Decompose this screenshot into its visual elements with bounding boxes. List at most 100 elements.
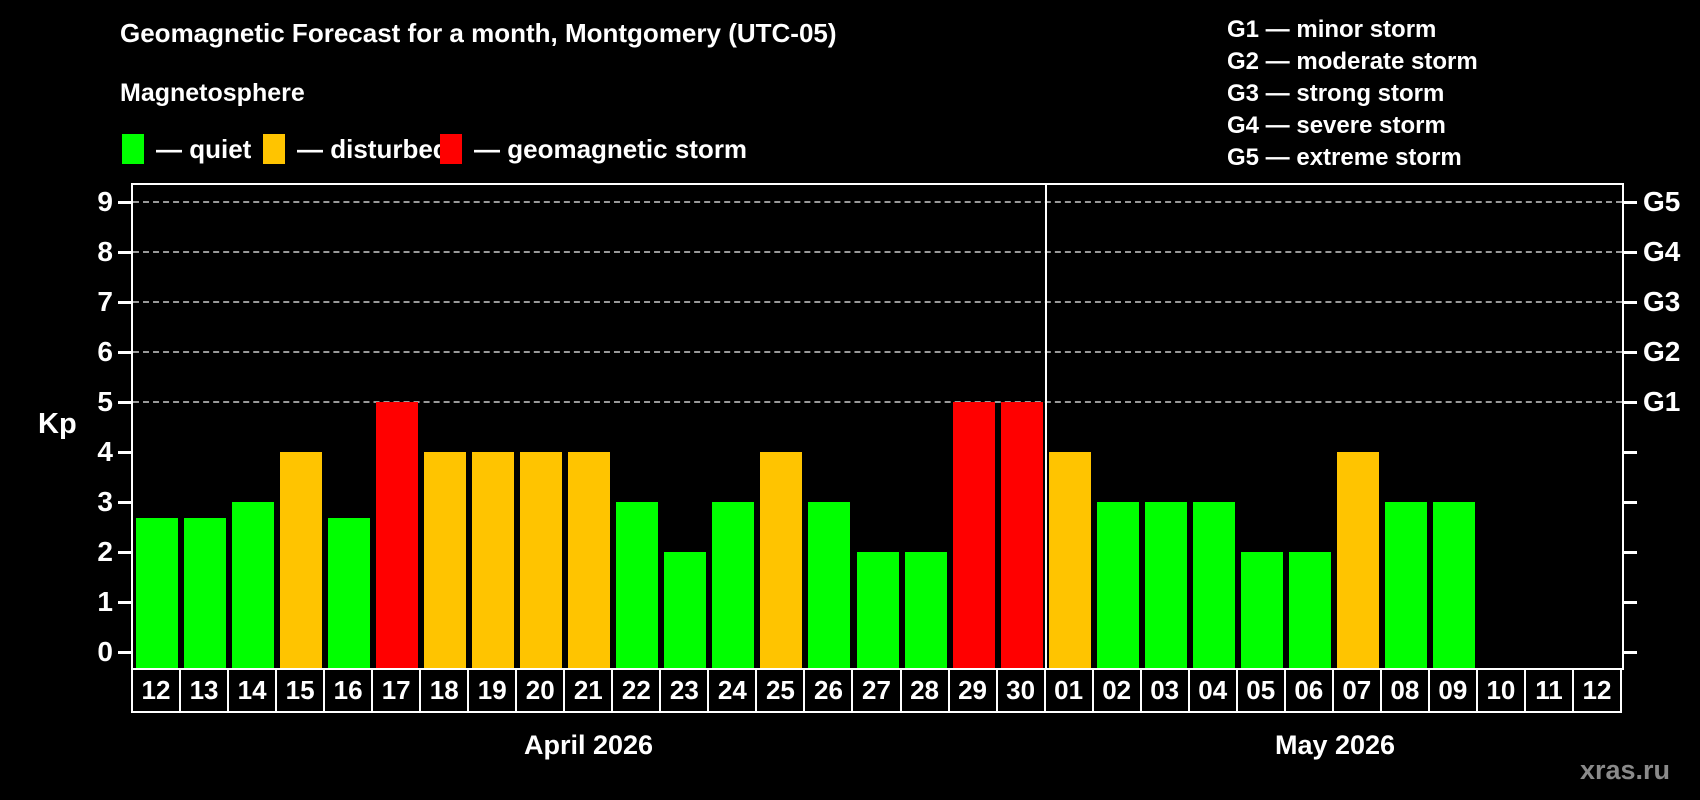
disturbed-swatch-icon xyxy=(263,134,285,164)
y-axis-label: 4 xyxy=(97,435,113,467)
kp-bar xyxy=(328,518,371,668)
kp-bar xyxy=(424,451,467,668)
g-axis-label: G4 xyxy=(1643,235,1681,267)
day-cell: 12 xyxy=(1571,668,1622,713)
day-cell: 11 xyxy=(1523,668,1574,713)
kp-bar xyxy=(904,551,947,668)
kp-bar xyxy=(1144,501,1187,668)
axis-tick xyxy=(118,550,131,554)
kp-bar xyxy=(1048,451,1091,668)
axis-tick xyxy=(1624,200,1637,204)
day-cell: 14 xyxy=(227,668,278,713)
kp-bar xyxy=(808,501,851,668)
axis-tick xyxy=(118,400,131,404)
axis-tick xyxy=(118,650,131,654)
axis-tick xyxy=(118,450,131,454)
day-cell: 19 xyxy=(467,668,518,713)
storm-swatch-icon xyxy=(440,134,462,164)
g-axis-label: G3 xyxy=(1643,285,1681,317)
kp-bar xyxy=(376,401,419,668)
axis-tick xyxy=(1624,500,1637,504)
day-cell: 23 xyxy=(659,668,710,713)
legend-item-disturbed: — disturbed xyxy=(263,133,449,165)
kp-bar xyxy=(1000,401,1043,668)
y-axis-label: 8 xyxy=(97,235,113,267)
day-cell: 03 xyxy=(1139,668,1190,713)
kp-gridline xyxy=(133,400,1622,403)
day-cell: 13 xyxy=(179,668,230,713)
kp-bar xyxy=(712,501,755,668)
day-cell: 21 xyxy=(563,668,614,713)
day-cell: 29 xyxy=(947,668,998,713)
g-scale-line-g3: G3 — strong storm xyxy=(1227,80,1445,107)
day-cell: 15 xyxy=(275,668,326,713)
g-axis-label: G1 xyxy=(1643,385,1681,417)
g-axis-label: G2 xyxy=(1643,335,1681,367)
kp-gridline xyxy=(133,350,1622,353)
axis-tick xyxy=(118,500,131,504)
day-cell: 18 xyxy=(419,668,470,713)
g-scale-line-g4: G4 — severe storm xyxy=(1227,112,1446,139)
day-cell: 25 xyxy=(755,668,806,713)
month-divider xyxy=(1044,185,1047,668)
day-cell: 10 xyxy=(1475,668,1526,713)
day-cell: 07 xyxy=(1331,668,1382,713)
kp-gridline xyxy=(133,200,1622,203)
day-cell: 08 xyxy=(1379,668,1430,713)
g-scale-legend: G1 — minor storm G2 — moderate storm G3 … xyxy=(1227,14,1478,174)
day-cell: 06 xyxy=(1283,668,1334,713)
kp-bar xyxy=(1192,501,1235,668)
y-axis-title: Kp xyxy=(38,408,77,440)
axis-tick xyxy=(1624,450,1637,454)
axis-tick xyxy=(118,300,131,304)
y-axis-label: 6 xyxy=(97,335,113,367)
y-axis-label: 5 xyxy=(97,385,113,417)
day-cell: 20 xyxy=(515,668,566,713)
day-cell: 12 xyxy=(131,668,182,713)
kp-bar xyxy=(568,451,611,668)
y-axis-label: 1 xyxy=(97,585,113,617)
kp-bar xyxy=(232,501,275,668)
month-label-may: May 2026 xyxy=(1274,730,1396,760)
kp-bar xyxy=(856,551,899,668)
axis-tick xyxy=(118,350,131,354)
axis-tick xyxy=(1624,550,1637,554)
day-axis-row: 12 13 14 15 16 17 18 19 20 21 22 23 24 25 26 27 28 29 30 01… xyxy=(131,668,1624,713)
day-cell: 27 xyxy=(851,668,902,713)
day-cell: 24 xyxy=(707,668,758,713)
month-label-april: April 2026 xyxy=(523,730,654,760)
legend-item-label: — quiet xyxy=(156,133,252,164)
legend-heading: Magnetosphere xyxy=(120,79,305,107)
kp-bar xyxy=(472,451,515,668)
kp-gridline xyxy=(133,250,1622,253)
axis-tick xyxy=(118,200,131,204)
legend-item-storm: — geomagnetic storm xyxy=(440,133,747,165)
axis-tick xyxy=(118,250,131,254)
axis-tick xyxy=(1624,250,1637,254)
day-cell: 16 xyxy=(323,668,374,713)
kp-bar xyxy=(184,518,227,668)
kp-bar xyxy=(1336,451,1379,668)
g-axis-label: G5 xyxy=(1643,185,1681,217)
kp-bar xyxy=(952,401,995,668)
y-axis-label: 9 xyxy=(97,185,113,217)
kp-bar xyxy=(1384,501,1427,668)
axis-tick xyxy=(1624,400,1637,404)
day-cell: 05 xyxy=(1235,668,1286,713)
kp-bar xyxy=(1432,501,1475,668)
day-cell: 01 xyxy=(1043,668,1094,713)
y-axis-label: 7 xyxy=(97,285,113,317)
kp-bar xyxy=(616,501,659,668)
g-scale-line-g5: G5 — extreme storm xyxy=(1227,144,1462,171)
axis-tick xyxy=(1624,600,1637,604)
day-cell: 17 xyxy=(371,668,422,713)
kp-bar xyxy=(280,451,323,668)
day-cell: 04 xyxy=(1187,668,1238,713)
quiet-swatch-icon xyxy=(122,134,144,164)
kp-bar xyxy=(1096,501,1139,668)
axis-tick xyxy=(118,600,131,604)
kp-bar xyxy=(136,518,179,668)
kp-gridline xyxy=(133,300,1622,303)
kp-bar xyxy=(664,551,707,668)
